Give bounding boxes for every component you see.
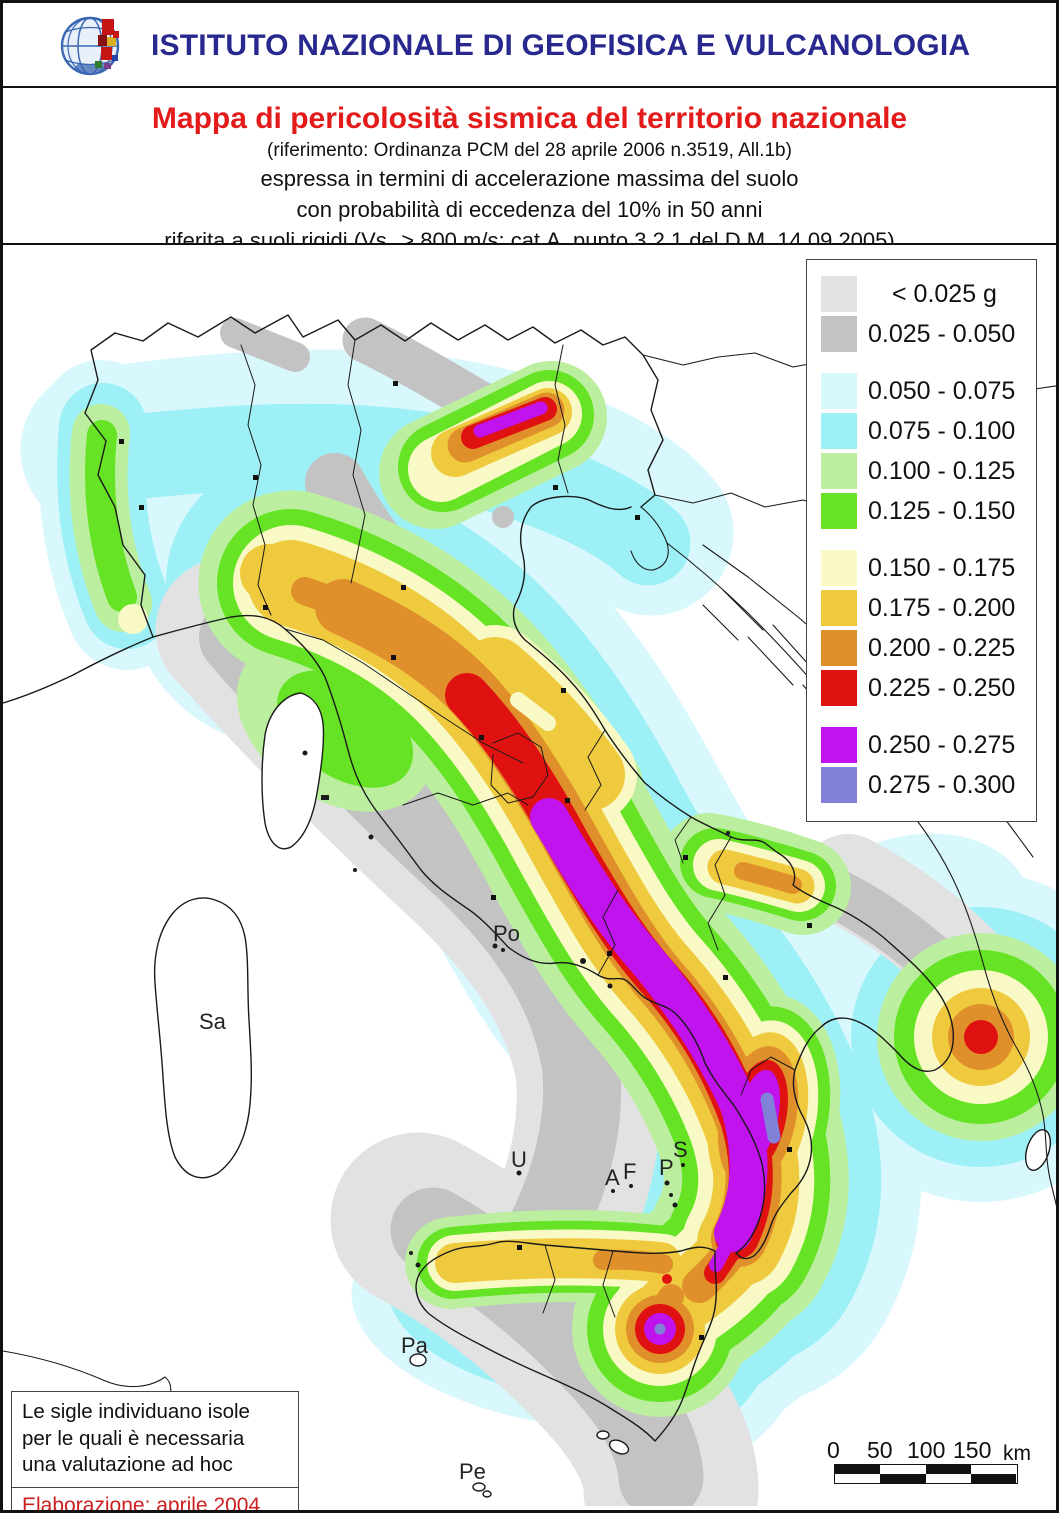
legend-swatch [821, 590, 857, 626]
island-label-f: F [623, 1159, 636, 1184]
legend-row: 0.125 - 0.150 [821, 491, 1036, 531]
legend-row: 0.050 - 0.075 [821, 371, 1036, 411]
legend-swatch [821, 276, 857, 312]
legend-row: 0.275 - 0.300 [821, 765, 1036, 805]
hazard-map: Sa Po U A F P S Pa Pe [3, 314, 1056, 1506]
scale-tick: 50 [867, 1437, 893, 1463]
island-label-pe: Pe [459, 1459, 486, 1484]
title-block: Mappa di pericolosità sismica del territ… [3, 88, 1056, 256]
legend-swatch [821, 727, 857, 763]
legend-row: 0.150 - 0.175 [821, 548, 1036, 588]
island-label-s: S [673, 1137, 688, 1162]
island-label-sa: Sa [199, 1009, 227, 1034]
legend: < 0.025 g 0.025 - 0.050 0.050 - 0.075 0.… [806, 259, 1037, 822]
note-box: Le sigle individuano isole per le quali … [11, 1391, 299, 1510]
legend-row: 0.250 - 0.275 [821, 725, 1036, 765]
legend-swatch [821, 670, 857, 706]
island-label-p: P [659, 1155, 674, 1180]
scale-tick: 100 [907, 1437, 946, 1463]
legend-swatch [821, 316, 857, 352]
legend-row: < 0.025 g [821, 274, 1036, 314]
island-label-a: A [605, 1165, 620, 1190]
legend-row: 0.100 - 0.125 [821, 451, 1036, 491]
legend-row: 0.175 - 0.200 [821, 588, 1036, 628]
legend-swatch [821, 413, 857, 449]
legend-swatch [821, 767, 857, 803]
scale-bar: 0 50 100 150 km [825, 1437, 1035, 1489]
note-text: Le sigle individuano isole per le quali … [22, 1400, 250, 1477]
map-subtitle-2: con probabilità di eccedenza del 10% in … [296, 196, 763, 222]
header-bar: ISTITUTO NAZIONALE DI GEOFISICA E VULCAN… [3, 3, 1056, 88]
island-label-po: Po [493, 921, 520, 946]
map-reference: (riferimento: Ordinanza PCM del 28 april… [267, 140, 792, 161]
map-subtitle-1: espressa in termini di accelerazione mas… [260, 166, 799, 191]
legend-swatch [821, 453, 857, 489]
scale-unit: km [1003, 1442, 1031, 1465]
island-label-pa: Pa [401, 1333, 429, 1358]
scale-bar-graphic [834, 1464, 1018, 1484]
scale-tick: 150 [953, 1437, 992, 1463]
legend-swatch [821, 630, 857, 666]
legend-row: 0.200 - 0.225 [821, 628, 1036, 668]
legend-swatch [821, 550, 857, 586]
legend-row: 0.225 - 0.250 [821, 668, 1036, 708]
org-title: ISTITUTO NAZIONALE DI GEOFISICA E VULCAN… [151, 28, 971, 62]
map-area: Sa Po U A F P S Pa Pe < 0.025 g 0.025 - … [3, 245, 1056, 1510]
legend-row: 0.025 - 0.050 [821, 314, 1036, 354]
legend-row: 0.075 - 0.100 [821, 411, 1036, 451]
legend-swatch [821, 493, 857, 529]
map-title: Mappa di pericolosità sismica del territ… [151, 102, 908, 135]
legend-swatch [821, 373, 857, 409]
scale-tick: 0 [827, 1437, 840, 1463]
ingv-logo-icon [60, 16, 120, 76]
island-label-u: U [511, 1147, 527, 1172]
elaboration-date: Elaborazione: aprile 2004 [12, 1486, 298, 1510]
